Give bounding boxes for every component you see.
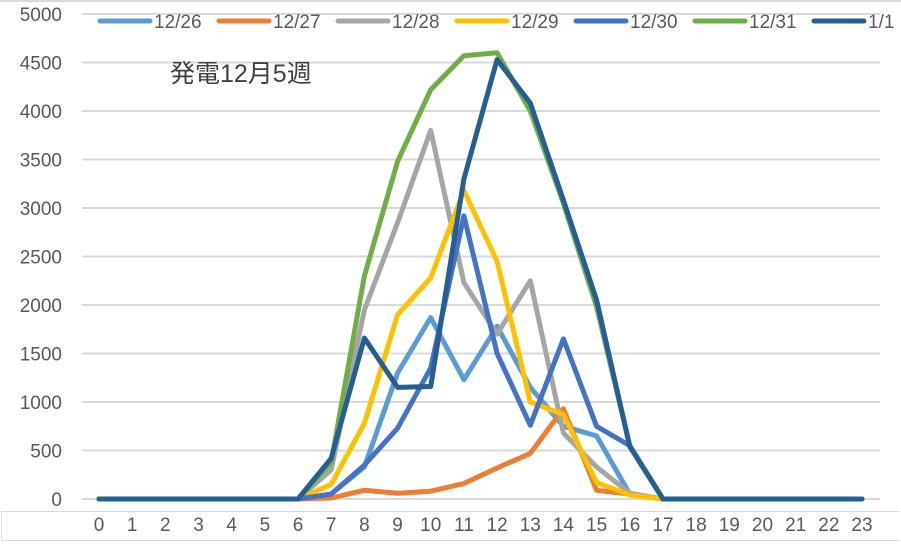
legend-item-12-29: 12/29 [454,12,559,33]
y-tick-label: 4500 [20,54,62,75]
x-tick-label: 7 [326,515,337,536]
x-tick-label: 18 [686,515,707,536]
y-tick-label: 2000 [20,296,62,317]
x-tick-label: 23 [851,515,872,536]
legend-label: 12/30 [630,12,678,33]
y-axis-tick-labels: 0 500 1000 1500 2000 2500 3000 3500 4000 4500 5000 [20,5,62,511]
y-tick-label: 5000 [20,5,62,26]
y-tick-label: 3000 [20,199,62,220]
legend-item-1-1: 1/1 [811,12,894,33]
legend-item-12-31: 12/31 [692,12,797,33]
y-tick-label: 1500 [20,345,62,366]
legend-label: 1/1 [868,12,894,33]
chart-title: 発電12月5週 [170,60,312,88]
y-tick-label: 1000 [20,393,62,414]
y-tick-label: 2500 [20,248,62,269]
chart-top-border [0,0,901,2]
data-series [96,50,865,502]
series-line-12-28 [96,127,865,502]
x-tick-label: 1 [127,515,138,536]
series-line-12-27 [96,406,865,502]
x-tick-label: 3 [193,515,204,536]
legend-label: 12/31 [749,12,797,33]
legend-label: 12/27 [273,12,321,33]
x-tick-label: 4 [226,515,237,536]
x-tick-label: 22 [818,515,839,536]
legend-label: 12/29 [511,12,559,33]
x-tick-label: 19 [719,515,740,536]
y-tick-label: 3500 [20,151,62,172]
x-tick-label: 16 [619,515,640,536]
x-tick-label: 21 [785,515,806,536]
legend-item-12-27: 12/27 [216,12,321,33]
x-tick-label: 15 [586,515,607,536]
legend-item-12-28: 12/28 [335,12,440,33]
series-line-12-29 [96,188,865,502]
y-tick-label: 4000 [20,102,62,123]
series-line-1-1 [96,57,865,502]
series-line-12-26 [96,315,865,502]
x-tick-label: 2 [160,515,171,536]
y-tick-label: 500 [30,442,62,463]
x-tick-label: 5 [260,515,271,536]
x-tick-label: 12 [487,515,508,536]
x-tick-label: 0 [94,515,105,536]
legend: 12/26 12/27 12/28 12/29 12/30 12/31 1/1 [97,12,894,33]
x-tick-label: 20 [752,515,773,536]
legend-item-12-26: 12/26 [97,12,202,33]
x-tick-label: 11 [454,515,474,536]
legend-label: 12/28 [392,12,440,33]
x-tick-label: 17 [652,515,673,536]
x-axis-label-area [1,511,899,541]
x-tick-label: 13 [520,515,541,536]
y-tick-label: 0 [51,490,62,511]
x-axis-tick-labels: 0 1 2 3 4 5 6 7 8 9 10 11 12 13 14 15 16 17 18 19 20 21 22 23 [94,515,873,536]
x-tick-label: 8 [359,515,370,536]
legend-item-12-30: 12/30 [573,12,678,33]
x-tick-label: 10 [420,515,441,536]
x-tick-label: 14 [553,515,575,536]
legend-label: 12/26 [154,12,202,33]
x-tick-label: 6 [293,515,304,536]
x-tick-label: 9 [392,515,403,536]
